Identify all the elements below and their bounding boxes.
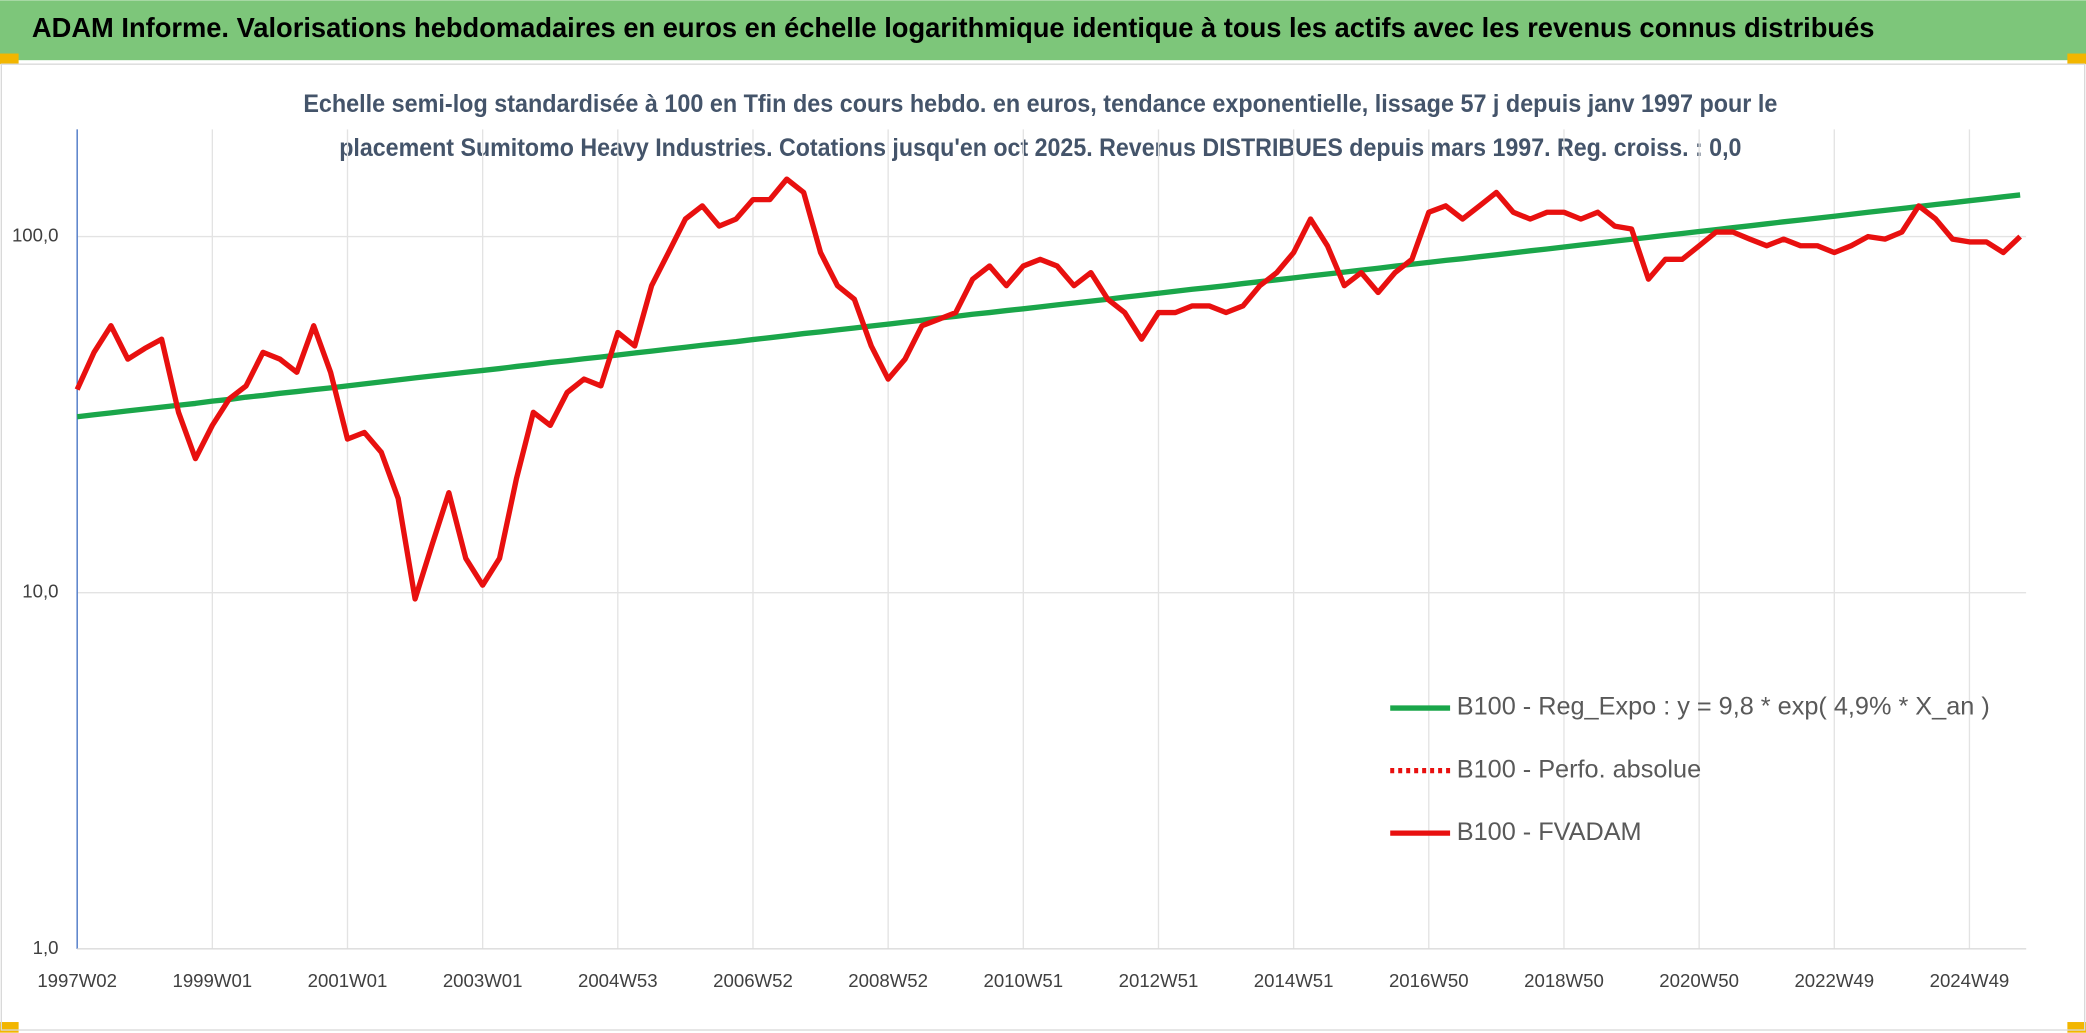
series-line bbox=[74, 176, 2022, 602]
x-tick-label: 2018W50 bbox=[1524, 970, 1604, 991]
title-bar bbox=[0, 0, 2086, 61]
chart-title: ADAM Informe. Valorisations hebdomadaire… bbox=[32, 12, 1875, 43]
x-tick-label: 2016W50 bbox=[1389, 970, 1469, 991]
x-tick-label: 2022W49 bbox=[1794, 970, 1874, 991]
x-tick-label: 1999W01 bbox=[172, 970, 252, 991]
legend-label: B100 - Reg_Expo : y = 9,8 * exp( 4,9% * … bbox=[1457, 693, 1990, 721]
corner bbox=[2067, 1022, 2086, 1033]
x-tick-label: 1997W02 bbox=[37, 970, 117, 991]
corner bbox=[2067, 53, 2086, 65]
legend-label: B100 - FVADAM bbox=[1457, 818, 1642, 846]
corner bbox=[0, 1022, 19, 1033]
frame bbox=[0, 63, 2086, 1031]
x-tick-label: 2008W52 bbox=[848, 970, 928, 991]
corner bbox=[0, 53, 19, 65]
subtitle: placement Sumitomo Heavy Industries. Cot… bbox=[339, 134, 1741, 162]
x-tick-label: 2006W52 bbox=[713, 970, 793, 991]
legend-label: B100 - Perfo. absolue bbox=[1457, 755, 1701, 783]
x-tick-label: 2020W50 bbox=[1659, 970, 1739, 991]
y-tick-label: 10,0 bbox=[22, 581, 58, 602]
subtitle: Echelle semi-log standardisée à 100 en T… bbox=[303, 90, 1777, 118]
x-tick-label: 2024W49 bbox=[1930, 970, 2010, 991]
x-tick-label: 2004W53 bbox=[578, 970, 658, 991]
x-tick-label: 2010W51 bbox=[983, 970, 1063, 991]
x-tick-label: 2001W01 bbox=[308, 970, 388, 991]
y-tick-label: 100,0 bbox=[12, 224, 59, 245]
x-tick-label: 2014W51 bbox=[1254, 970, 1334, 991]
x-tick-label: 2003W01 bbox=[443, 970, 523, 991]
y-tick-label: 1,0 bbox=[33, 937, 59, 958]
series-line bbox=[76, 192, 2021, 420]
x-tick-label: 2012W51 bbox=[1119, 970, 1199, 991]
